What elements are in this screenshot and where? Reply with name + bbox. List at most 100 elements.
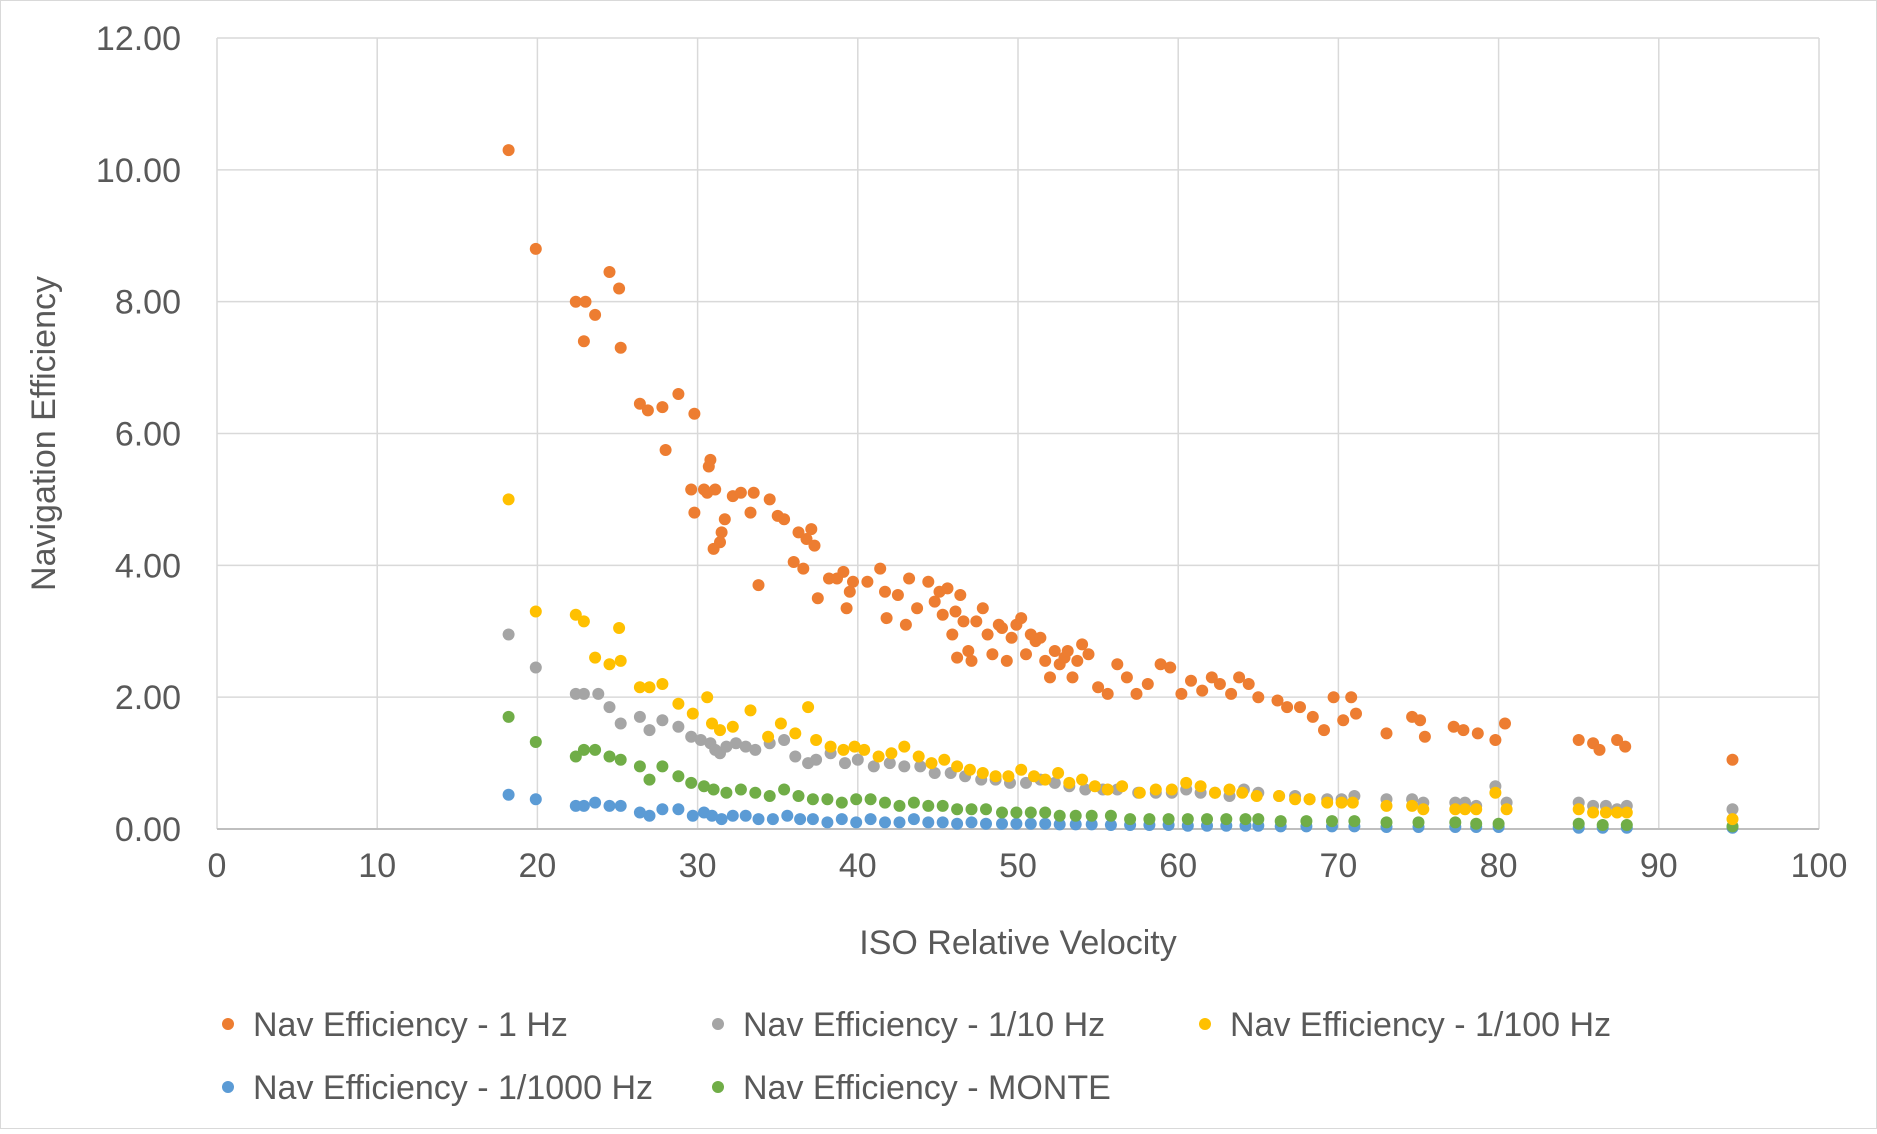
data-point xyxy=(1271,694,1284,707)
data-point xyxy=(1326,815,1338,828)
data-point xyxy=(1414,714,1427,727)
legend-marker xyxy=(1199,1018,1211,1030)
data-point xyxy=(789,750,802,763)
legend: Nav Efficiency - 1 Hz Nav Efficiency - 1/… xyxy=(222,1006,1611,1107)
data-point xyxy=(1345,691,1358,704)
data-point xyxy=(797,562,810,575)
data-point xyxy=(1346,796,1359,809)
data-point xyxy=(1205,671,1218,684)
data-point xyxy=(778,513,791,526)
data-point xyxy=(898,740,911,753)
data-point xyxy=(837,565,850,578)
data-point xyxy=(569,608,582,621)
data-point xyxy=(694,734,707,746)
data-point xyxy=(941,582,954,595)
data-point xyxy=(569,750,582,763)
legend-label: Nav Efficiency - MONTE xyxy=(743,1069,1111,1107)
data-point xyxy=(529,736,542,748)
data-point xyxy=(794,813,807,826)
data-point xyxy=(1162,813,1175,826)
x-tick-label: 0 xyxy=(208,847,227,885)
data-point xyxy=(715,526,728,539)
data-point xyxy=(656,678,669,690)
data-point xyxy=(1380,799,1393,812)
data-point xyxy=(1000,654,1013,667)
data-point xyxy=(781,809,794,822)
x-axis-title: ISO Relative Velocity xyxy=(859,924,1176,962)
data-point xyxy=(951,803,964,816)
data-point xyxy=(1380,816,1393,829)
data-point xyxy=(1015,763,1028,776)
data-point xyxy=(851,753,864,766)
data-point xyxy=(734,486,747,499)
data-point xyxy=(672,388,685,400)
data-point xyxy=(1020,648,1032,661)
data-point xyxy=(893,799,906,812)
data-point xyxy=(1726,803,1739,816)
data-point xyxy=(1154,658,1167,671)
data-point xyxy=(1028,770,1040,783)
data-point xyxy=(752,813,765,826)
data-point xyxy=(970,615,983,628)
data-point xyxy=(898,760,911,773)
data-point xyxy=(1209,786,1221,799)
data-point xyxy=(1165,783,1178,796)
data-point xyxy=(912,750,925,763)
data-point xyxy=(529,661,542,674)
data-point xyxy=(864,793,877,806)
data-point xyxy=(685,483,698,496)
data-point xyxy=(962,645,975,657)
data-point xyxy=(707,783,720,796)
data-point xyxy=(749,743,762,756)
data-point xyxy=(529,242,542,255)
data-point xyxy=(529,605,542,618)
data-point xyxy=(656,803,669,816)
data-point xyxy=(1220,813,1233,826)
data-point xyxy=(1010,817,1023,830)
data-point xyxy=(787,556,800,568)
data-point xyxy=(1303,793,1316,806)
data-point xyxy=(1101,783,1114,796)
data-point xyxy=(808,539,821,552)
data-point xyxy=(1348,815,1361,828)
data-point xyxy=(883,757,896,770)
data-point xyxy=(957,615,970,628)
data-point xyxy=(592,687,605,700)
data-point xyxy=(685,730,698,743)
data-point xyxy=(835,813,848,826)
data-point xyxy=(739,809,752,822)
series-2 xyxy=(502,493,1739,826)
data-point xyxy=(656,401,669,414)
series-0 xyxy=(502,144,1739,766)
data-point xyxy=(672,697,685,710)
data-point xyxy=(766,813,779,826)
data-point xyxy=(706,717,718,730)
data-point xyxy=(726,720,739,733)
data-point xyxy=(659,444,672,456)
data-point xyxy=(907,796,920,809)
data-point xyxy=(1104,819,1117,831)
data-point xyxy=(701,691,714,704)
data-point xyxy=(577,335,590,348)
data-point xyxy=(529,793,542,806)
data-point xyxy=(1447,720,1460,733)
data-point xyxy=(1327,691,1340,704)
data-point xyxy=(800,533,813,545)
data-point xyxy=(1076,773,1089,786)
data-point xyxy=(922,799,935,812)
data-point xyxy=(806,793,819,806)
data-point xyxy=(1233,671,1246,684)
data-point xyxy=(1141,678,1154,690)
data-point xyxy=(821,793,834,806)
data-point xyxy=(1572,734,1585,746)
data-point xyxy=(672,770,685,783)
data-point xyxy=(1133,786,1146,799)
data-point xyxy=(835,796,848,809)
data-point xyxy=(1306,710,1319,723)
data-point xyxy=(1318,724,1330,737)
data-point xyxy=(502,710,515,723)
data-point xyxy=(726,809,739,822)
y-tick-label: 12.00 xyxy=(96,20,181,58)
data-point xyxy=(810,734,823,746)
data-point xyxy=(1223,783,1236,796)
